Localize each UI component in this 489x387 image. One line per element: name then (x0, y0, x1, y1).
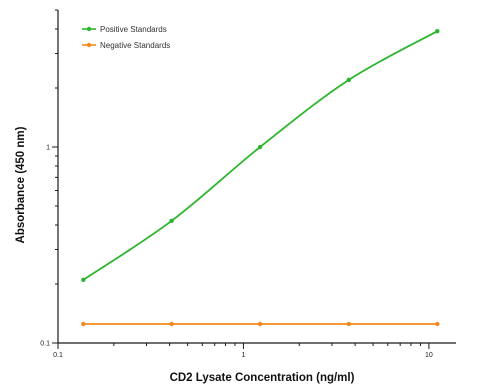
legend-item: Positive Standards (82, 25, 167, 34)
series-positive-standards (81, 28, 440, 283)
series-line (82, 30, 438, 281)
x-tick-label: 10 (425, 352, 433, 359)
x-tick-label: 1 (241, 352, 245, 359)
data-point (435, 321, 440, 327)
y-tick-label: 0.1 (40, 341, 50, 348)
series-negative-standards (81, 321, 440, 327)
axes: 0.1 1 10 0.1 1 (40, 9, 456, 359)
x-tick-label: 0.1 (53, 352, 63, 359)
legend: Positive Standards Negative Standards (82, 25, 170, 50)
legend-label: Positive Standards (100, 25, 167, 34)
legend-item: Negative Standards (82, 41, 170, 50)
series-layer (81, 28, 440, 327)
y-axis-title: Absorbance (450 nm) (15, 126, 27, 243)
data-point (257, 321, 263, 327)
data-point (257, 144, 263, 150)
data-point (435, 28, 440, 34)
legend-swatch-marker (86, 26, 92, 32)
data-point (346, 321, 352, 327)
legend-swatch-marker (86, 42, 92, 48)
data-point (169, 321, 174, 327)
x-axis-title: CD2 Lysate Concentration (ng/ml) (170, 372, 355, 384)
data-point (169, 218, 174, 224)
data-point (346, 77, 352, 83)
data-point (81, 321, 86, 327)
legend-label: Negative Standards (100, 41, 170, 50)
data-point (81, 277, 86, 283)
y-tick-label: 1 (46, 144, 50, 151)
